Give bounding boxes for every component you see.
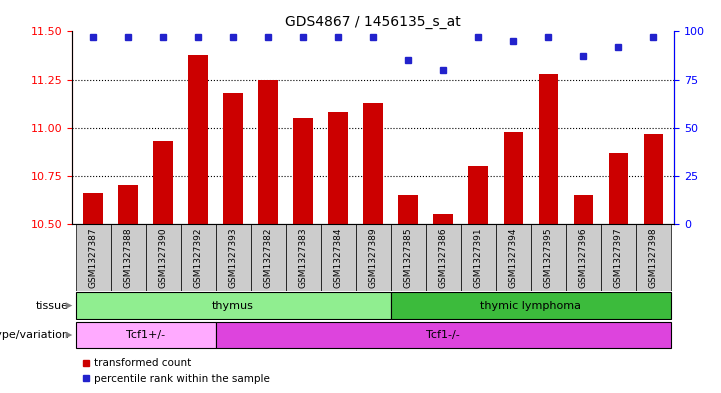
Text: GSM1327393: GSM1327393 <box>229 227 238 288</box>
Bar <box>469 166 487 224</box>
FancyBboxPatch shape <box>286 224 321 291</box>
FancyBboxPatch shape <box>321 224 355 291</box>
Legend: transformed count, percentile rank within the sample: transformed count, percentile rank withi… <box>77 354 274 388</box>
Text: GSM1327383: GSM1327383 <box>298 227 308 288</box>
Bar <box>118 185 138 224</box>
Bar <box>609 153 628 224</box>
Bar <box>644 134 663 224</box>
Bar <box>573 195 593 224</box>
FancyBboxPatch shape <box>391 224 425 291</box>
Bar <box>216 322 671 348</box>
Text: GSM1327391: GSM1327391 <box>474 227 482 288</box>
Text: tissue: tissue <box>36 301 69 310</box>
Bar <box>539 74 558 224</box>
FancyBboxPatch shape <box>355 224 391 291</box>
Bar <box>293 118 313 224</box>
Bar <box>399 195 417 224</box>
Text: genotype/variation: genotype/variation <box>0 330 69 340</box>
FancyBboxPatch shape <box>216 224 251 291</box>
Text: GSM1327388: GSM1327388 <box>123 227 133 288</box>
Text: GSM1327397: GSM1327397 <box>614 227 623 288</box>
Text: GSM1327392: GSM1327392 <box>194 227 203 288</box>
Bar <box>503 132 523 224</box>
Bar <box>154 141 173 224</box>
FancyBboxPatch shape <box>180 224 216 291</box>
FancyBboxPatch shape <box>76 224 110 291</box>
FancyBboxPatch shape <box>601 224 636 291</box>
Bar <box>329 112 348 224</box>
Text: thymus: thymus <box>212 301 254 310</box>
Bar <box>188 55 208 224</box>
Text: GSM1327386: GSM1327386 <box>438 227 448 288</box>
FancyBboxPatch shape <box>531 224 566 291</box>
FancyBboxPatch shape <box>495 224 531 291</box>
FancyBboxPatch shape <box>251 224 286 291</box>
Text: GSM1327384: GSM1327384 <box>334 227 342 288</box>
FancyBboxPatch shape <box>461 224 495 291</box>
FancyBboxPatch shape <box>636 224 671 291</box>
Text: GSM1327390: GSM1327390 <box>159 227 167 288</box>
Bar <box>391 292 671 319</box>
FancyBboxPatch shape <box>110 224 146 291</box>
Bar <box>433 214 453 224</box>
Text: GSM1327396: GSM1327396 <box>579 227 588 288</box>
FancyBboxPatch shape <box>146 224 180 291</box>
Text: GSM1327398: GSM1327398 <box>649 227 658 288</box>
Text: GSM1327382: GSM1327382 <box>264 227 273 288</box>
Text: thymic lymphoma: thymic lymphoma <box>480 301 581 310</box>
Title: GDS4867 / 1456135_s_at: GDS4867 / 1456135_s_at <box>286 15 461 29</box>
Bar <box>76 322 216 348</box>
Text: Tcf1+/-: Tcf1+/- <box>126 330 165 340</box>
FancyBboxPatch shape <box>425 224 461 291</box>
Bar <box>84 193 102 224</box>
Text: GSM1327394: GSM1327394 <box>508 227 518 288</box>
Text: GSM1327387: GSM1327387 <box>89 227 97 288</box>
Bar <box>76 292 391 319</box>
Bar <box>259 79 278 224</box>
Text: Tcf1-/-: Tcf1-/- <box>426 330 460 340</box>
Bar <box>224 93 243 224</box>
Text: GSM1327395: GSM1327395 <box>544 227 552 288</box>
Text: GSM1327385: GSM1327385 <box>404 227 412 288</box>
FancyBboxPatch shape <box>566 224 601 291</box>
Bar <box>363 103 383 224</box>
Text: GSM1327389: GSM1327389 <box>368 227 378 288</box>
